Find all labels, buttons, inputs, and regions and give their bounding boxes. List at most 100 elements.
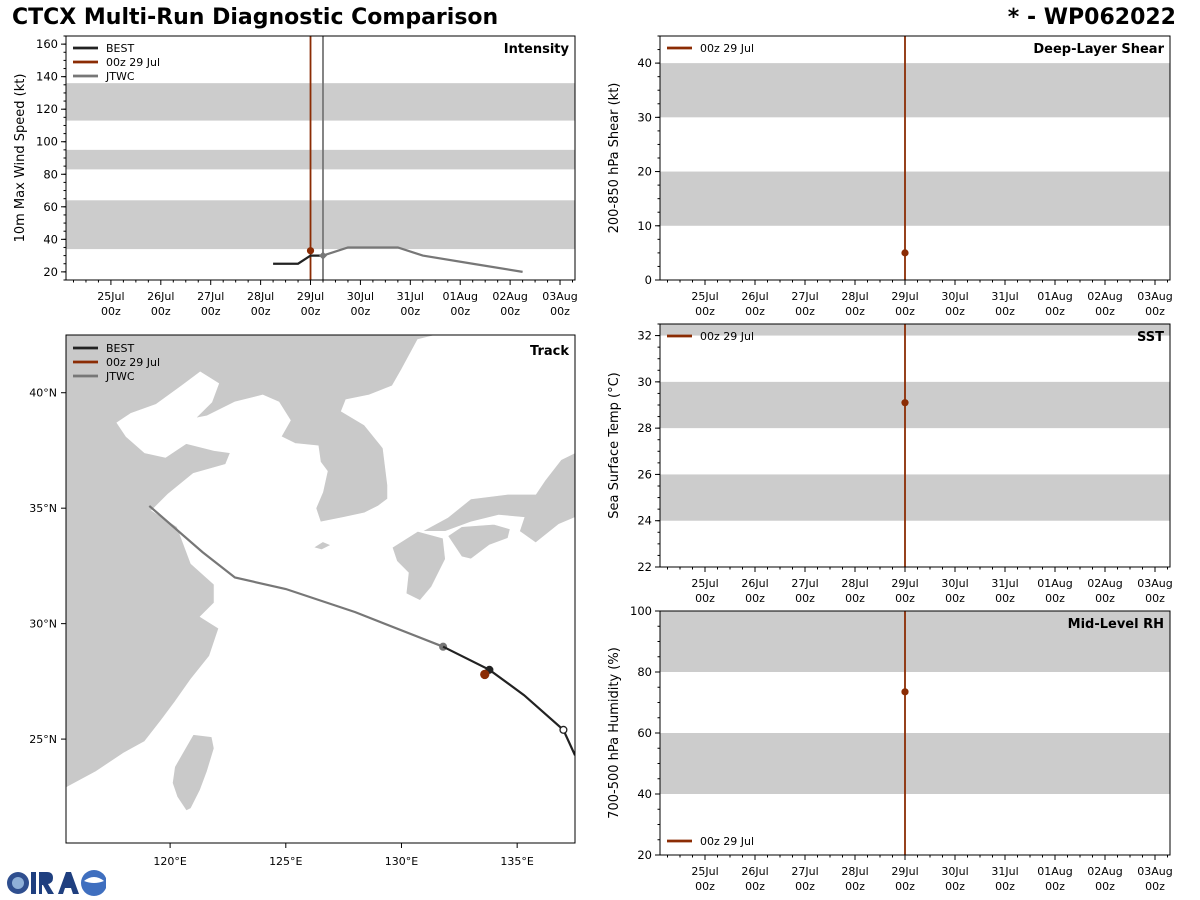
track-legend-label: JTWC	[105, 370, 135, 383]
rh-ytick-label: 40	[637, 787, 652, 801]
shear-xtick-sublabel: 00z	[845, 305, 865, 318]
rh-xtick-label: 27Jul	[791, 865, 818, 878]
sst-ylabel: Sea Surface Temp (°C)	[607, 372, 622, 519]
shear-xtick-label: 31Jul	[991, 290, 1018, 303]
shear-xtick-label: 01Aug	[1037, 290, 1072, 303]
intensity-xtick-label: 30Jul	[347, 290, 374, 303]
shear-xtick-label: 03Aug	[1137, 290, 1172, 303]
intensity-xtick-label: 02Aug	[492, 290, 527, 303]
track-xtick-label: 120°E	[153, 855, 186, 868]
intensity-ytick-label: 20	[43, 265, 58, 279]
rh-ytick-label: 60	[637, 726, 652, 740]
shear-xtick-sublabel: 00z	[745, 305, 765, 318]
sst-xtick-label: 25Jul	[691, 577, 718, 590]
rh-plot-area	[660, 611, 1170, 855]
intensity-xtick-label: 01Aug	[442, 290, 477, 303]
shear-run-point	[901, 249, 909, 257]
sst-ytick-label: 28	[637, 421, 652, 435]
sst-frame	[659, 323, 1171, 568]
sst-xtick-label: 28Jul	[841, 577, 868, 590]
shear-ytick-label: 0	[645, 273, 652, 287]
intensity-xtick-label: 27Jul	[197, 290, 224, 303]
sst-xtick-label: 27Jul	[791, 577, 818, 590]
shear-band	[660, 171, 1170, 226]
rh-xtick-sublabel: 00z	[795, 880, 815, 893]
intensity-ytick-label: 120	[36, 102, 58, 116]
shear-xtick-sublabel: 00z	[795, 305, 815, 318]
intensity-xtick-label: 28Jul	[247, 290, 274, 303]
honshu-island	[422, 452, 575, 544]
sst-xtick-sublabel: 00z	[845, 592, 865, 605]
sst-band	[660, 474, 1170, 521]
shear-ytick-label: 30	[637, 110, 652, 124]
shear-xtick-label: 27Jul	[791, 290, 818, 303]
shear-xtick-label: 28Jul	[841, 290, 868, 303]
intensity-xtick-label: 31Jul	[397, 290, 424, 303]
shear-ytick-label: 10	[637, 219, 652, 233]
intensity-ylabel: 10m Max Wind Speed (kt)	[13, 74, 28, 243]
intensity-ytick-label: 80	[43, 167, 58, 181]
sst-ytick-label: 22	[637, 560, 652, 574]
sst-xtick-sublabel: 00z	[745, 592, 765, 605]
sst-xtick-sublabel: 00z	[695, 592, 715, 605]
rh-xtick-label: 01Aug	[1037, 865, 1072, 878]
intensity-jtwc-marker	[318, 251, 327, 260]
intensity-title: Intensity	[504, 42, 570, 57]
shear-panel: 0 10 20 30 40 25Jul 00z 26Jul 00z 27Jul 00z 28Jul 00…	[607, 35, 1173, 318]
taiwan-island	[172, 734, 215, 812]
rh-band	[660, 611, 1170, 672]
rh-ytick-label: 80	[637, 665, 652, 679]
sst-xtick-label: 31Jul	[991, 577, 1018, 590]
sst-xtick-sublabel: 00z	[995, 592, 1015, 605]
rh-xtick-sublabel: 00z	[1095, 880, 1115, 893]
intensity-xtick-sublabel: 00z	[251, 305, 271, 318]
intensity-xtick-sublabel: 00z	[301, 305, 321, 318]
track-legend-label: BEST	[106, 342, 134, 355]
rh-xtick-sublabel: 00z	[1145, 880, 1165, 893]
intensity-band	[66, 83, 575, 121]
rh-xtick-sublabel: 00z	[745, 880, 765, 893]
rh-xtick-sublabel: 00z	[895, 880, 915, 893]
shear-xtick-sublabel: 00z	[1145, 305, 1165, 318]
track-ytick-label: 30°N	[29, 618, 57, 631]
shear-xtick-sublabel: 00z	[695, 305, 715, 318]
intensity-panel: 20 40 60 80 100 120 140 160 25Jul 00z 26Jul 00z 27Ju…	[13, 35, 578, 318]
shear-ylabel: 200-850 hPa Shear (kt)	[607, 83, 622, 234]
figure-title: CTCX Multi-Run Diagnostic Comparison	[12, 5, 499, 30]
sst-panel: 22 24 26 28 30 32 25Jul 00z 26Jul 00z 27Jul 00z 28Ju…	[607, 323, 1173, 605]
sst-legend-label: 00z 29 Jul	[700, 330, 754, 343]
rh-ylabel: 700-500 hPa Humidity (%)	[607, 647, 622, 819]
intensity-band	[66, 200, 575, 250]
intensity-xtick-sublabel: 00z	[351, 305, 371, 318]
intensity-legend-label: JTWC	[105, 70, 135, 83]
rh-ytick-label: 100	[630, 604, 652, 618]
shear-plot-area	[660, 36, 1170, 280]
rh-xtick-sublabel: 00z	[1045, 880, 1065, 893]
intensity-ytick-label: 60	[43, 200, 58, 214]
sst-ytick-label: 30	[637, 375, 652, 389]
shear-xtick-label: 26Jul	[741, 290, 768, 303]
shear-xtick-sublabel: 00z	[1095, 305, 1115, 318]
sst-plot-area	[660, 324, 1170, 567]
sst-xtick-label: 29Jul	[891, 577, 918, 590]
intensity-ytick-label: 40	[43, 232, 58, 246]
rh-band	[660, 733, 1170, 794]
rh-run-point	[901, 688, 909, 696]
track-xtick-label: 125°E	[269, 855, 302, 868]
rh-legend-label: 00z 29 Jul	[700, 835, 754, 848]
intensity-xtick-sublabel: 00z	[101, 305, 121, 318]
shear-xtick-sublabel: 00z	[1045, 305, 1065, 318]
rh-xtick-label: 03Aug	[1137, 865, 1172, 878]
sst-xtick-sublabel: 00z	[1095, 592, 1115, 605]
track-xtick-label: 130°E	[385, 855, 418, 868]
rh-xtick-label: 26Jul	[741, 865, 768, 878]
shear-xtick-sublabel: 00z	[995, 305, 1015, 318]
intensity-xtick-label: 26Jul	[147, 290, 174, 303]
rh-xtick-sublabel: 00z	[845, 880, 865, 893]
rh-xtick-label: 29Jul	[891, 865, 918, 878]
kyushu-island	[391, 530, 446, 601]
track-title: Track	[530, 344, 569, 359]
intensity-xtick-sublabel: 00z	[201, 305, 221, 318]
storm-id: * - WP062022	[1007, 5, 1176, 30]
track-best-point	[559, 725, 568, 734]
